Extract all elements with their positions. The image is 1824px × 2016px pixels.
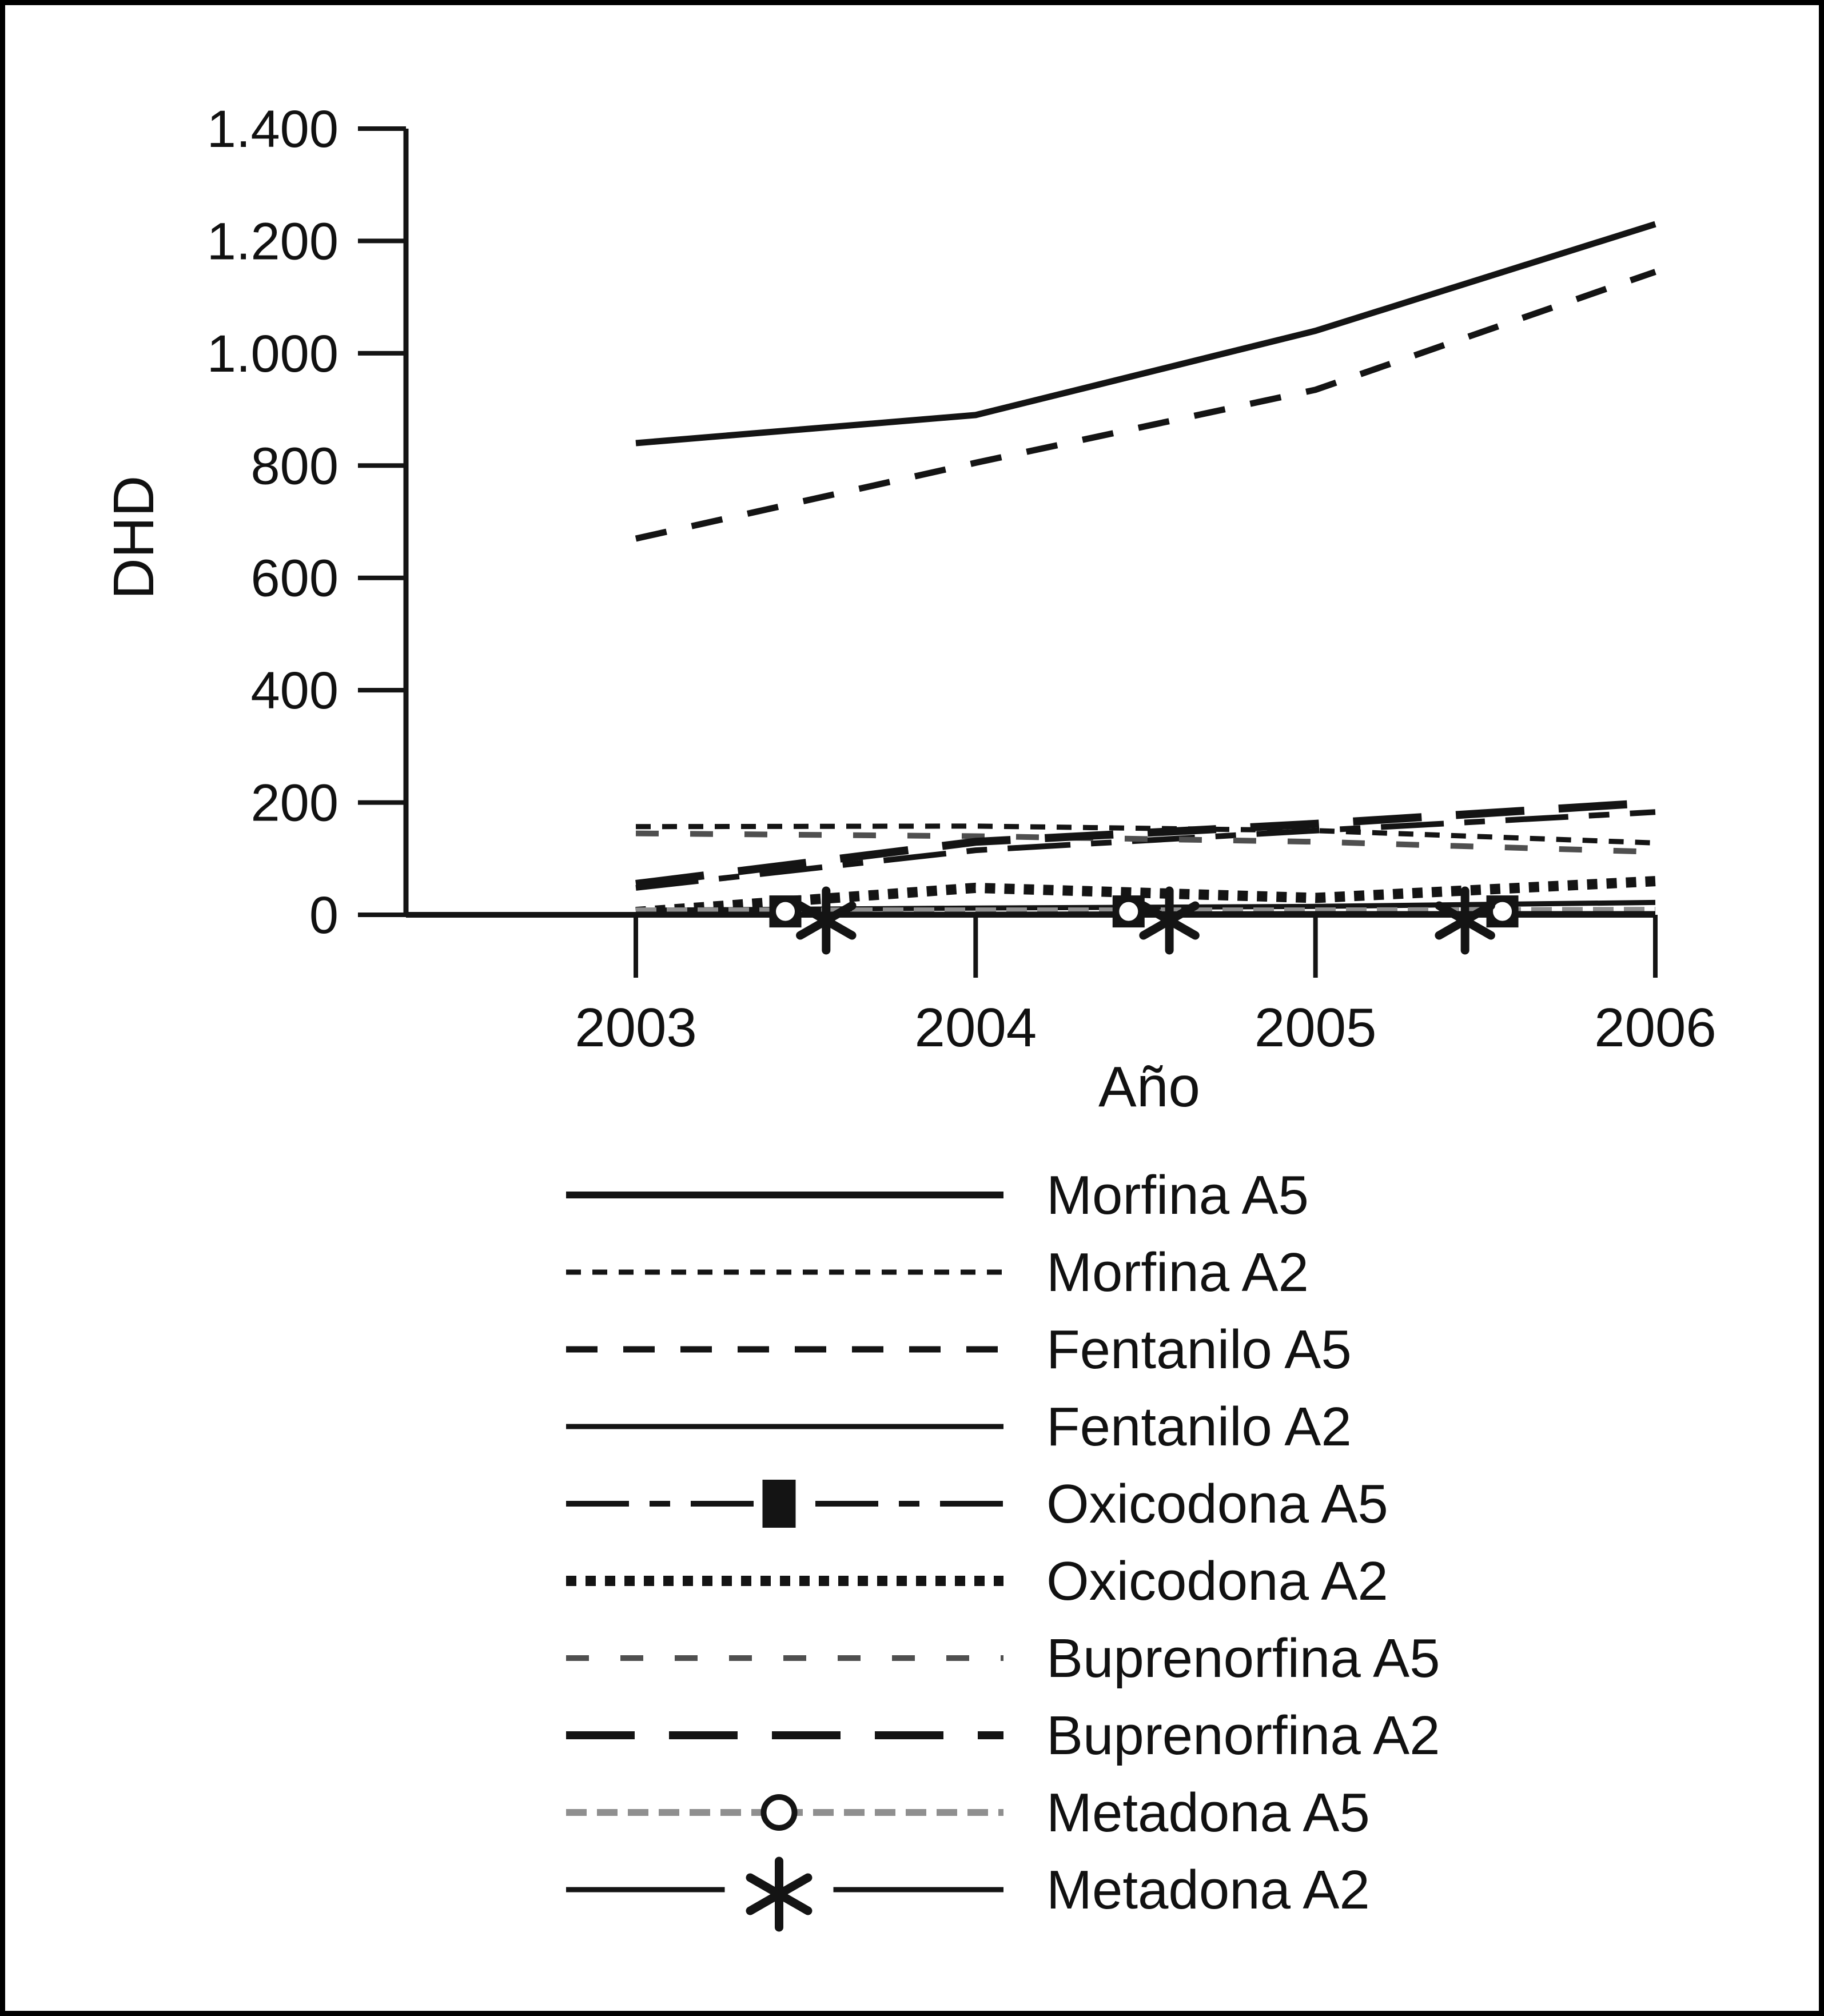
y-axis-title: DHD (102, 476, 166, 600)
circle-marker (1488, 897, 1518, 926)
legend-label: Morfina A5 (1046, 1165, 1309, 1226)
circle-marker (771, 897, 801, 926)
x-axis-title: Año (1098, 1055, 1200, 1119)
legend-item: Morfina A5 (566, 1165, 1309, 1226)
legend-label: Oxicodona A5 (1046, 1473, 1388, 1535)
legend-label: Morfina A2 (1046, 1242, 1309, 1303)
legend-item: Oxicodona A2 (566, 1551, 1388, 1612)
y-tick-label: 200 (251, 774, 339, 832)
legend-label: Oxicodona A2 (1046, 1551, 1388, 1612)
x-tick-label: 2005 (1255, 997, 1377, 1058)
legend-item: Morfina A2 (566, 1242, 1309, 1303)
x-tick-label: 2006 (1594, 997, 1717, 1058)
y-tick-label: 1.200 (207, 212, 338, 270)
legend-label: Fentanilo A5 (1046, 1319, 1352, 1380)
legend-item: Fentanilo A2 (566, 1396, 1352, 1457)
series-line-morfina-a5 (635, 221, 1656, 447)
legend-item: Buprenorfina A5 (566, 1628, 1440, 1689)
x-tick-label: 2004 (915, 997, 1037, 1058)
legend-item: Fentanilo A5 (566, 1319, 1352, 1380)
asterisk-marker (796, 886, 857, 955)
legend-item: Oxicodona A5 (566, 1473, 1388, 1535)
legend-item: Buprenorfina A2 (566, 1705, 1440, 1766)
legend-label: Fentanilo A2 (1046, 1396, 1352, 1457)
y-tick-label: 1.000 (207, 325, 338, 383)
series-line-buprenorfina-a2 (635, 798, 1656, 888)
y-tick-label: 600 (251, 549, 339, 608)
asterisk-marker (1435, 886, 1495, 955)
y-tick-label: 0 (309, 886, 338, 945)
legend-label: Buprenorfina A2 (1046, 1705, 1440, 1766)
y-tick-label: 800 (251, 437, 339, 495)
legend-label: Buprenorfina A5 (1046, 1628, 1440, 1689)
series-line-morfina-a2 (635, 823, 1656, 846)
circle-marker (1114, 897, 1144, 926)
legend-item: Metadona A5 (566, 1782, 1370, 1843)
square-marker (762, 1480, 796, 1528)
circle-marker (760, 1794, 798, 1831)
series-line-fentanilo-a5 (635, 269, 1656, 542)
series-line-buprenorfina-a5 (635, 830, 1656, 855)
y-tick-label: 400 (251, 662, 339, 720)
series-line-oxicodona-a2 (635, 876, 1656, 918)
legend-item: Metadona A2 (566, 1856, 1370, 1932)
series-line-oxicodona-a5 (635, 809, 1656, 891)
x-tick-label: 2003 (575, 997, 697, 1058)
asterisk-marker (1139, 886, 1200, 955)
asterisk-marker (746, 1856, 813, 1932)
legend-label: Metadona A5 (1046, 1782, 1370, 1843)
y-tick-label: 1.400 (207, 100, 338, 158)
legend-label: Metadona A2 (1046, 1859, 1370, 1921)
